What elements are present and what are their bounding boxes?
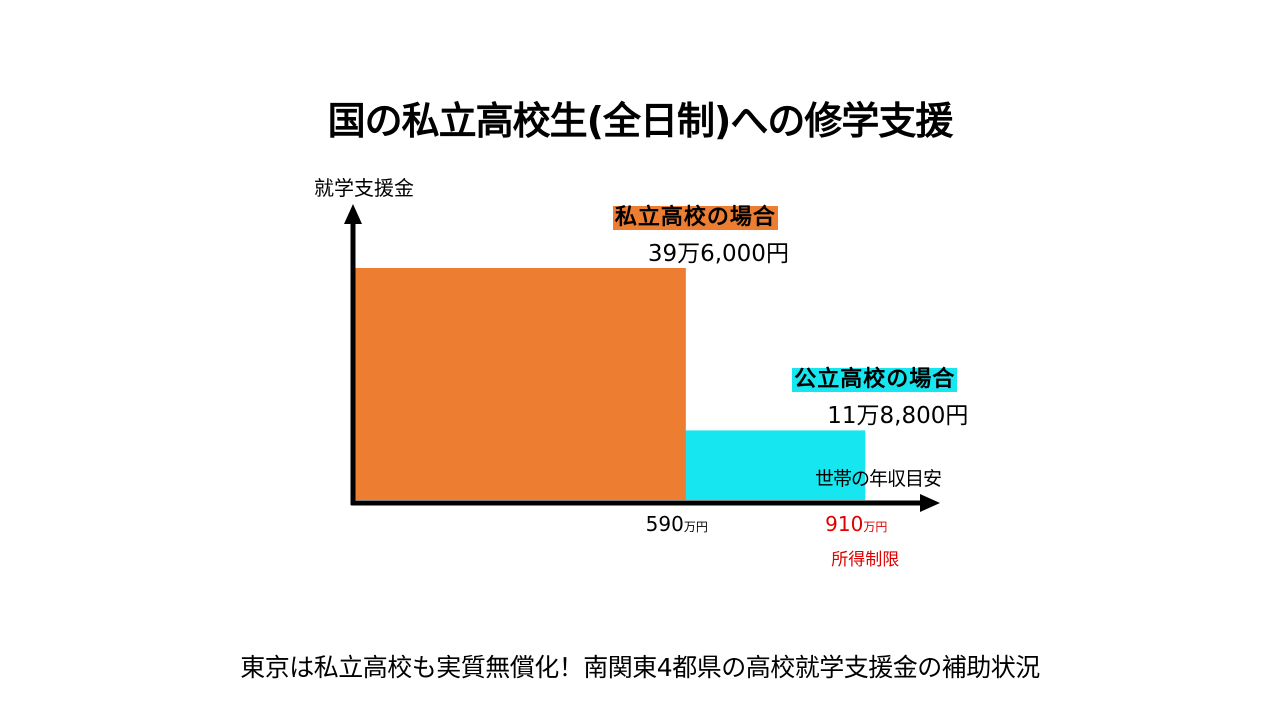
page-title: 国の私立高校生(全日制)への修学支援 [327,99,954,143]
x-tick-number: 590 [645,512,684,536]
value-label-public: 11万8,800円 [827,403,969,430]
x-tick-note-income-limit: 所得制限 [831,550,900,570]
x-tick-unit: 万円 [683,520,708,534]
value-label-private: 39万6,000円 [647,241,789,267]
y-axis-label: 就学支援金 [314,176,414,200]
series-label-public: 公立高校の場合 [792,367,958,393]
footer-caption: 東京は私立高校も実質無償化！南関東4都県の高校就学支援金の補助状況 [240,653,1040,682]
axes-group [344,204,940,512]
x-axis-arrow [920,494,940,512]
bar-private [355,268,686,500]
x-tick-number: 910 [825,512,864,536]
x-axis-label: 世帯の年収目安 [815,468,942,490]
x-tick-590: 590万円 [646,512,708,536]
x-tick-unit: 万円 [863,520,888,534]
y-axis-arrow [344,204,362,224]
series-label-private: 私立高校の場合 [612,205,778,230]
x-tick-910: 910万円 [825,512,887,536]
bars-group [355,268,866,500]
